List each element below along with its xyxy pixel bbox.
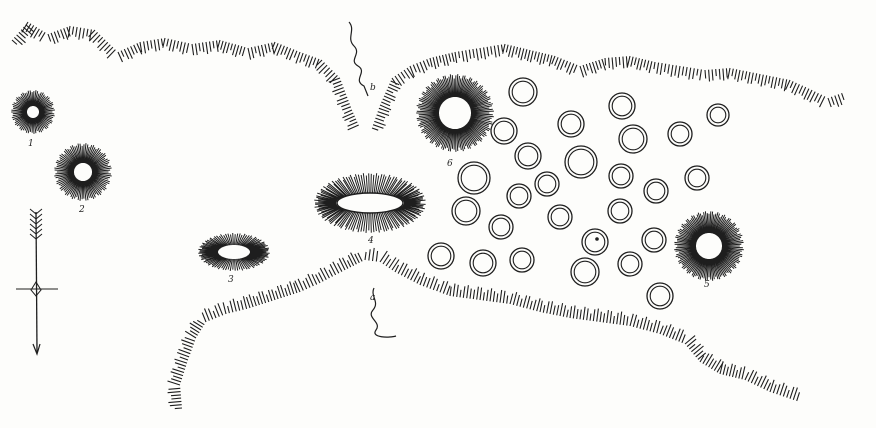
label-stream-b: b bbox=[370, 83, 376, 93]
pit-ring-11 bbox=[608, 163, 634, 189]
ridge-lower bbox=[167, 247, 801, 410]
pit-ring-21 bbox=[641, 227, 667, 253]
pit-ring-16 bbox=[451, 196, 481, 226]
stream-upper bbox=[348, 21, 369, 97]
streams bbox=[348, 21, 397, 338]
pit-ring-23 bbox=[469, 249, 497, 277]
label-mound-4: 4 bbox=[367, 236, 374, 246]
mound-3 bbox=[198, 232, 270, 271]
stream-lower bbox=[370, 287, 397, 338]
north-arrow-star bbox=[30, 281, 42, 297]
mound-5 bbox=[674, 211, 744, 281]
pit-ring-14 bbox=[506, 183, 532, 209]
pit-ring-22 bbox=[427, 242, 455, 270]
ridge-upper-left bbox=[11, 21, 359, 131]
pit-ring-18 bbox=[607, 198, 633, 224]
pit-rings bbox=[427, 77, 730, 310]
map-labels: 1 2 3 4 5 6 b a bbox=[28, 83, 710, 303]
mound-4-rim bbox=[336, 192, 404, 214]
pit-ring-17 bbox=[547, 204, 573, 230]
pit-ring-24 bbox=[509, 247, 535, 273]
pit-ring-25 bbox=[570, 257, 600, 287]
pit-ring-5 bbox=[557, 110, 585, 138]
pit-ring-4 bbox=[490, 117, 518, 145]
label-mound-3: 3 bbox=[228, 275, 234, 285]
mound-1 bbox=[11, 90, 55, 134]
pit-ring-10 bbox=[457, 161, 491, 195]
pit-ring-8 bbox=[514, 142, 542, 170]
label-mound-1: 1 bbox=[28, 139, 34, 149]
label-mound-2: 2 bbox=[78, 205, 85, 215]
mound-6 bbox=[416, 74, 494, 152]
pit-marker-dot bbox=[595, 237, 599, 241]
pit-ring-6 bbox=[618, 124, 648, 154]
ridge-lines bbox=[11, 21, 845, 410]
pit-ring-19 bbox=[488, 214, 514, 240]
hachured-mounds bbox=[11, 74, 744, 281]
north-arrow-tail bbox=[32, 343, 41, 356]
label-mound-5: 5 bbox=[704, 280, 710, 290]
pit-ring-27 bbox=[646, 282, 674, 310]
label-mound-6: 6 bbox=[447, 159, 453, 169]
pit-ring-26 bbox=[617, 251, 643, 277]
pit-ring-12 bbox=[684, 165, 710, 191]
pit-ring-13 bbox=[534, 171, 560, 197]
pit-ring-7 bbox=[667, 121, 693, 147]
pit-ring-2 bbox=[608, 92, 636, 120]
pit-ring-1 bbox=[508, 77, 538, 107]
label-stream-a: a bbox=[370, 293, 375, 303]
pit-ring-20 bbox=[581, 228, 609, 256]
ridge-upper-right bbox=[371, 43, 845, 131]
pit-ring-9 bbox=[564, 145, 598, 179]
north-arrow-icon bbox=[16, 208, 58, 356]
pit-ring-3 bbox=[706, 103, 730, 127]
north-arrow-feathers bbox=[29, 208, 43, 240]
pit-ring-15 bbox=[643, 178, 669, 204]
mound-2 bbox=[54, 143, 112, 201]
mound-4 bbox=[314, 173, 426, 233]
